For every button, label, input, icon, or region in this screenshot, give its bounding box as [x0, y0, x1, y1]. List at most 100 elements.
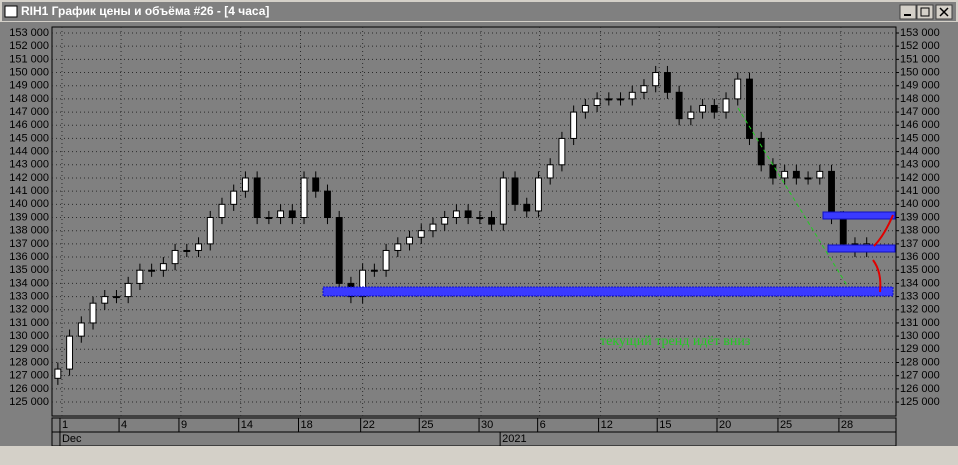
y-tick-label: 150 000: [9, 66, 49, 78]
y-tick-label: 145 000: [9, 132, 49, 144]
x-tick-label: 15: [659, 419, 671, 431]
candle-body: [54, 368, 62, 379]
x-tick-label: 28: [841, 419, 853, 431]
y-tick-label-right: 144 000: [900, 146, 940, 158]
candle-body: [124, 282, 132, 298]
minimize-button[interactable]: [899, 4, 917, 20]
candle-body: [640, 85, 648, 93]
candle-body: [546, 164, 554, 179]
x-tick-label: 6: [540, 419, 546, 431]
candle-body: [370, 269, 378, 272]
candle-body: [617, 98, 624, 101]
close-icon: [939, 7, 949, 17]
y-tick-label-right: 128 000: [900, 356, 940, 368]
x-tick-label: 20: [719, 419, 731, 431]
maximize-button[interactable]: [916, 4, 934, 20]
candle-body: [324, 190, 331, 219]
candle-body: [300, 177, 308, 219]
candle-body: [382, 249, 390, 271]
candle-body: [148, 269, 156, 272]
y-tick-label-right: 138 000: [900, 225, 940, 237]
x-tick-label: 9: [181, 419, 187, 431]
candle-body: [535, 177, 542, 212]
x-tick-label: 1: [62, 419, 68, 431]
y-tick-label-right: 132 000: [900, 304, 940, 316]
y-tick-label: 139 000: [9, 211, 49, 223]
candle-body: [417, 230, 425, 238]
y-tick-label: 133 000: [9, 290, 49, 302]
candle-body: [441, 217, 449, 225]
candle-body: [828, 170, 835, 219]
candle-body: [605, 98, 613, 101]
candle-body: [523, 203, 531, 212]
y-tick-label: 148 000: [9, 93, 49, 105]
window-icon: [4, 5, 18, 18]
candle-body: [722, 98, 730, 113]
y-tick-label-right: 127 000: [900, 370, 940, 382]
candle-body: [757, 137, 765, 166]
y-tick-label-right: 153 000: [900, 27, 940, 39]
y-tick-label-right: 151 000: [900, 53, 940, 65]
support-zone: [322, 286, 894, 297]
y-tick-label-right: 129 000: [900, 343, 940, 355]
candle-body: [699, 104, 707, 113]
support-zone-upper: [827, 244, 896, 253]
y-tick-label-right: 131 000: [900, 317, 940, 329]
candle-body: [241, 177, 249, 192]
candle-body: [335, 217, 343, 284]
trend-line: [737, 107, 849, 288]
x-tick-label: 12: [601, 419, 613, 431]
candle-body: [183, 249, 191, 252]
y-tick-label: 132 000: [9, 304, 49, 316]
maximize-icon: [920, 7, 930, 17]
y-tick-label: 130 000: [9, 330, 49, 342]
y-tick-label-right: 139 000: [900, 211, 940, 223]
y-tick-label: 137 000: [9, 238, 49, 250]
y-tick-label-right: 146 000: [900, 119, 940, 131]
resistance-zone: [822, 211, 896, 220]
candle-body: [101, 296, 109, 304]
y-tick-label-right: 143 000: [900, 159, 940, 171]
arrow-down: [872, 259, 882, 293]
candle-body: [511, 177, 519, 205]
candle-body: [452, 210, 460, 219]
candle-body: [687, 111, 695, 120]
y-tick-label: 128 000: [9, 356, 49, 368]
y-tick-label: 153 000: [9, 27, 49, 39]
candle-body: [746, 78, 753, 139]
y-tick-label-right: 147 000: [900, 106, 940, 118]
y-tick-label: 146 000: [9, 119, 49, 131]
candle-body: [769, 164, 777, 179]
candle-body: [816, 170, 824, 179]
candle-body: [89, 302, 97, 324]
y-tick-label: 142 000: [9, 172, 49, 184]
candle-body: [804, 177, 812, 180]
candle-body: [113, 296, 120, 299]
grid: [52, 27, 896, 416]
y-tick-label: 151 000: [9, 53, 49, 65]
y-tick-label: 135 000: [9, 264, 49, 276]
candle-body: [406, 236, 413, 245]
y-tick-label: 143 000: [9, 159, 49, 171]
y-tick-label-right: 125 000: [900, 396, 940, 408]
candle-body: [792, 170, 800, 179]
y-tick-label-right: 135 000: [900, 264, 940, 276]
candle-body: [218, 203, 226, 219]
y-tick-label-right: 152 000: [900, 40, 940, 52]
y-tick-label: 126 000: [9, 383, 49, 395]
y-tick-label: 125 000: [9, 396, 49, 408]
x-tick-label: 14: [241, 419, 253, 431]
candle-body: [159, 263, 167, 271]
candle-body: [136, 269, 144, 284]
y-tick-label-right: 150 000: [900, 66, 940, 78]
y-tick-label: 140 000: [9, 198, 49, 210]
y-tick-label-right: 145 000: [900, 132, 940, 144]
y-tick-label: 136 000: [9, 251, 49, 263]
candle-body: [171, 249, 179, 265]
y-tick-label-right: 126 000: [900, 383, 940, 395]
candle-body: [558, 137, 566, 166]
scrollbar[interactable]: [0, 446, 958, 460]
candle-body: [593, 98, 601, 106]
